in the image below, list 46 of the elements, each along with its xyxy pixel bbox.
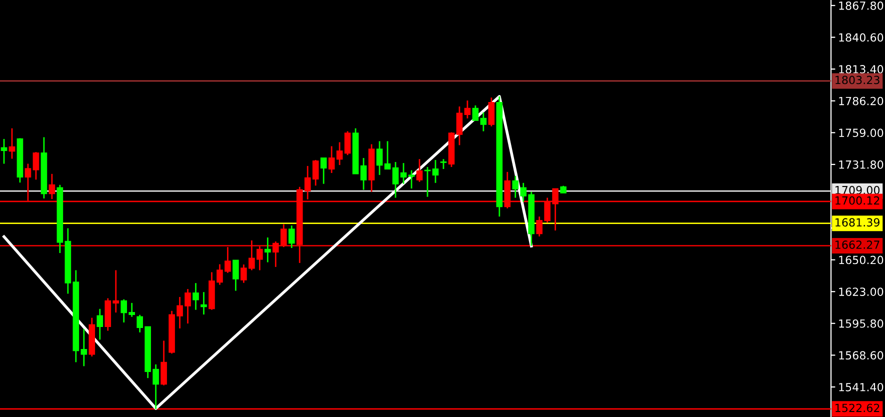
candlestick	[456, 106, 463, 146]
candlestick	[264, 236, 271, 263]
y-tick-label: 1650.20	[839, 256, 884, 264]
candlestick	[0, 138, 8, 164]
candlestick	[360, 157, 367, 190]
ref-line-label: 1662.27	[836, 240, 880, 249]
line-series	[2, 95, 533, 410]
y-tick-label: 1623.00	[839, 288, 884, 296]
y-tick-label: 1595.80	[839, 319, 884, 328]
y-tick-label: 1731.80	[839, 160, 884, 169]
y-tick-label: 1786.20	[839, 96, 884, 106]
candlestick	[424, 166, 431, 198]
candlestick	[400, 162, 407, 185]
candlestick	[96, 308, 104, 340]
candlestick	[288, 224, 295, 249]
candlestick	[432, 159, 439, 184]
candlestick	[32, 151, 40, 180]
y-tick-label: 1840.60	[839, 33, 884, 42]
candlestick	[160, 340, 167, 386]
candlestick	[344, 130, 351, 156]
ref-line-label: 1681.39	[836, 218, 880, 227]
candlestick	[408, 170, 415, 190]
ref-line-label: 1803.23	[836, 76, 880, 84]
candlestick	[48, 173, 56, 200]
y-tick-label: 1759.00	[839, 128, 884, 138]
candlestick	[464, 100, 471, 120]
candlestick	[392, 161, 399, 198]
candlestick	[376, 140, 383, 176]
candlestick	[8, 128, 16, 160]
ref-line-label: 1709.00	[836, 186, 880, 194]
candlestick	[200, 291, 207, 316]
candlestick	[232, 260, 239, 292]
y-tick-label: 1568.60	[839, 351, 884, 360]
ref-line-label: 1700.12	[836, 196, 880, 205]
candlestick	[416, 158, 423, 183]
candlestick	[480, 112, 487, 132]
candlestick	[192, 282, 199, 311]
y-tick-label: 1813.40	[839, 65, 884, 74]
candlestick	[488, 96, 495, 128]
y-tick-label: 1867.80	[839, 1, 884, 10]
candlestick	[440, 158, 447, 170]
y-tick-label: 1541.40	[839, 382, 884, 392]
candlestick	[384, 140, 391, 170]
ref-line-label: 1522.62	[836, 404, 880, 412]
candlestick	[320, 157, 327, 185]
candlestick	[472, 104, 479, 122]
